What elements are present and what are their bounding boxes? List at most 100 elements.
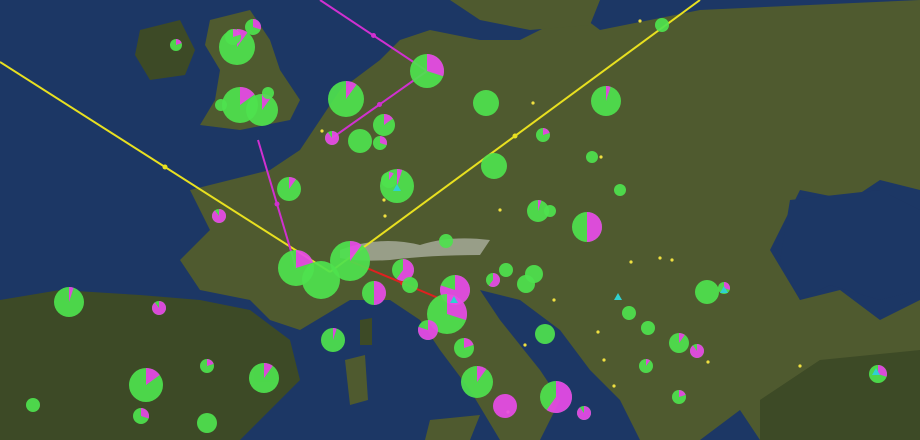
pie-marker[interactable] [402, 277, 418, 293]
pie-marker[interactable] [655, 18, 669, 32]
pie-marker[interactable] [641, 321, 655, 335]
site-dot[interactable] [638, 19, 642, 23]
pie-slice-secondary [418, 320, 438, 340]
pie-marker[interactable] [536, 128, 550, 142]
pie-marker[interactable] [614, 184, 626, 196]
pie-marker[interactable] [328, 81, 364, 117]
pie-slice-secondary [296, 250, 314, 268]
pie-marker[interactable] [481, 153, 507, 179]
pie-marker[interactable] [639, 359, 653, 373]
pie-slice-primary [262, 87, 274, 99]
pie-marker[interactable] [373, 114, 395, 136]
pie-marker[interactable] [245, 19, 261, 35]
site-dot[interactable] [596, 330, 600, 334]
site-dot[interactable] [798, 364, 802, 368]
pie-marker[interactable] [321, 328, 345, 352]
pie-marker[interactable] [591, 86, 621, 116]
pie-marker[interactable] [439, 234, 453, 248]
pie-slice-secondary [141, 408, 149, 419]
site-dot[interactable] [670, 258, 674, 262]
pie-marker[interactable] [535, 324, 555, 344]
island-sicily [425, 415, 480, 440]
pie-slice-secondary [577, 406, 591, 421]
pie-marker[interactable] [454, 338, 474, 358]
route-yellow-west-arrow-icon [162, 164, 168, 170]
site-dot[interactable] [531, 101, 535, 105]
pie-marker[interactable] [129, 368, 163, 402]
site-dot[interactable] [523, 343, 527, 347]
site-dot[interactable] [320, 129, 324, 133]
site-dot[interactable] [383, 214, 387, 218]
triangle-marker-icon[interactable] [614, 293, 622, 300]
pie-slice-primary [544, 205, 556, 217]
site-dot[interactable] [612, 384, 616, 388]
pie-marker[interactable] [410, 54, 445, 88]
pie-slice-primary [348, 129, 372, 153]
pie-marker[interactable] [572, 212, 602, 242]
pie-marker[interactable] [486, 273, 501, 287]
triangle-marker-icon[interactable] [450, 296, 458, 303]
pie-marker[interactable] [225, 29, 241, 45]
pie-marker[interactable] [54, 287, 84, 317]
site-dot[interactable] [552, 298, 556, 302]
pie-marker[interactable] [473, 90, 499, 116]
pie-slice-secondary [427, 54, 445, 77]
pie-marker[interactable] [586, 151, 598, 163]
pie-marker[interactable] [493, 394, 517, 418]
pie-marker[interactable] [152, 301, 167, 316]
pie-marker[interactable] [277, 177, 301, 201]
pie-slice-secondary [69, 287, 74, 302]
pie-marker[interactable] [418, 320, 438, 340]
pie-marker[interactable] [669, 333, 689, 353]
pie-slice-primary [614, 184, 626, 196]
pie-marker[interactable] [133, 408, 149, 424]
pie-marker[interactable] [517, 275, 535, 293]
pie-marker[interactable] [362, 281, 386, 305]
pie-marker[interactable] [544, 205, 556, 217]
pie-marker[interactable] [381, 172, 397, 188]
site-dot[interactable] [498, 208, 502, 212]
pie-marker[interactable] [392, 259, 415, 282]
pie-slice-secondary [207, 359, 214, 366]
pie-marker[interactable] [212, 209, 226, 223]
pie-marker[interactable] [215, 99, 227, 111]
pie-marker[interactable] [373, 136, 388, 150]
triangle-marker-icon[interactable] [720, 286, 728, 293]
pie-marker[interactable] [695, 280, 719, 304]
pie-marker[interactable] [302, 261, 340, 299]
pie-marker[interactable] [499, 263, 513, 277]
pie-marker[interactable] [540, 381, 572, 414]
site-dot[interactable] [629, 260, 633, 264]
site-dot[interactable] [658, 256, 662, 260]
pie-marker[interactable] [577, 406, 591, 421]
site-dot[interactable] [599, 155, 603, 159]
pie-slice-secondary [606, 86, 611, 101]
pie-slice-secondary [233, 29, 241, 37]
landmass-scandinavia [450, 0, 600, 30]
pie-marker[interactable] [461, 366, 493, 398]
site-dot[interactable] [706, 360, 710, 364]
pie-marker[interactable] [622, 306, 636, 320]
pie-marker[interactable] [348, 129, 372, 153]
pie-slice-primary [481, 153, 507, 179]
pie-marker[interactable] [170, 39, 182, 51]
pie-marker[interactable] [249, 363, 279, 393]
pie-marker[interactable] [672, 390, 686, 404]
route-magenta-north-arrow-icon [371, 33, 376, 38]
pie-marker[interactable] [330, 241, 370, 281]
pie-slice-secondary [146, 368, 160, 385]
pie-marker[interactable] [200, 359, 214, 373]
site-dot[interactable] [382, 198, 386, 202]
pie-marker[interactable] [26, 398, 40, 412]
site-dot[interactable] [602, 358, 606, 362]
pie-marker[interactable] [246, 94, 278, 126]
pie-marker[interactable] [527, 200, 549, 222]
triangle-marker-icon[interactable] [872, 368, 880, 375]
pie-marker[interactable] [325, 131, 340, 146]
pie-marker[interactable] [690, 344, 705, 359]
pie-marker[interactable] [197, 413, 217, 433]
pie-marker[interactable] [262, 87, 274, 99]
triangle-marker-icon[interactable] [393, 184, 401, 191]
